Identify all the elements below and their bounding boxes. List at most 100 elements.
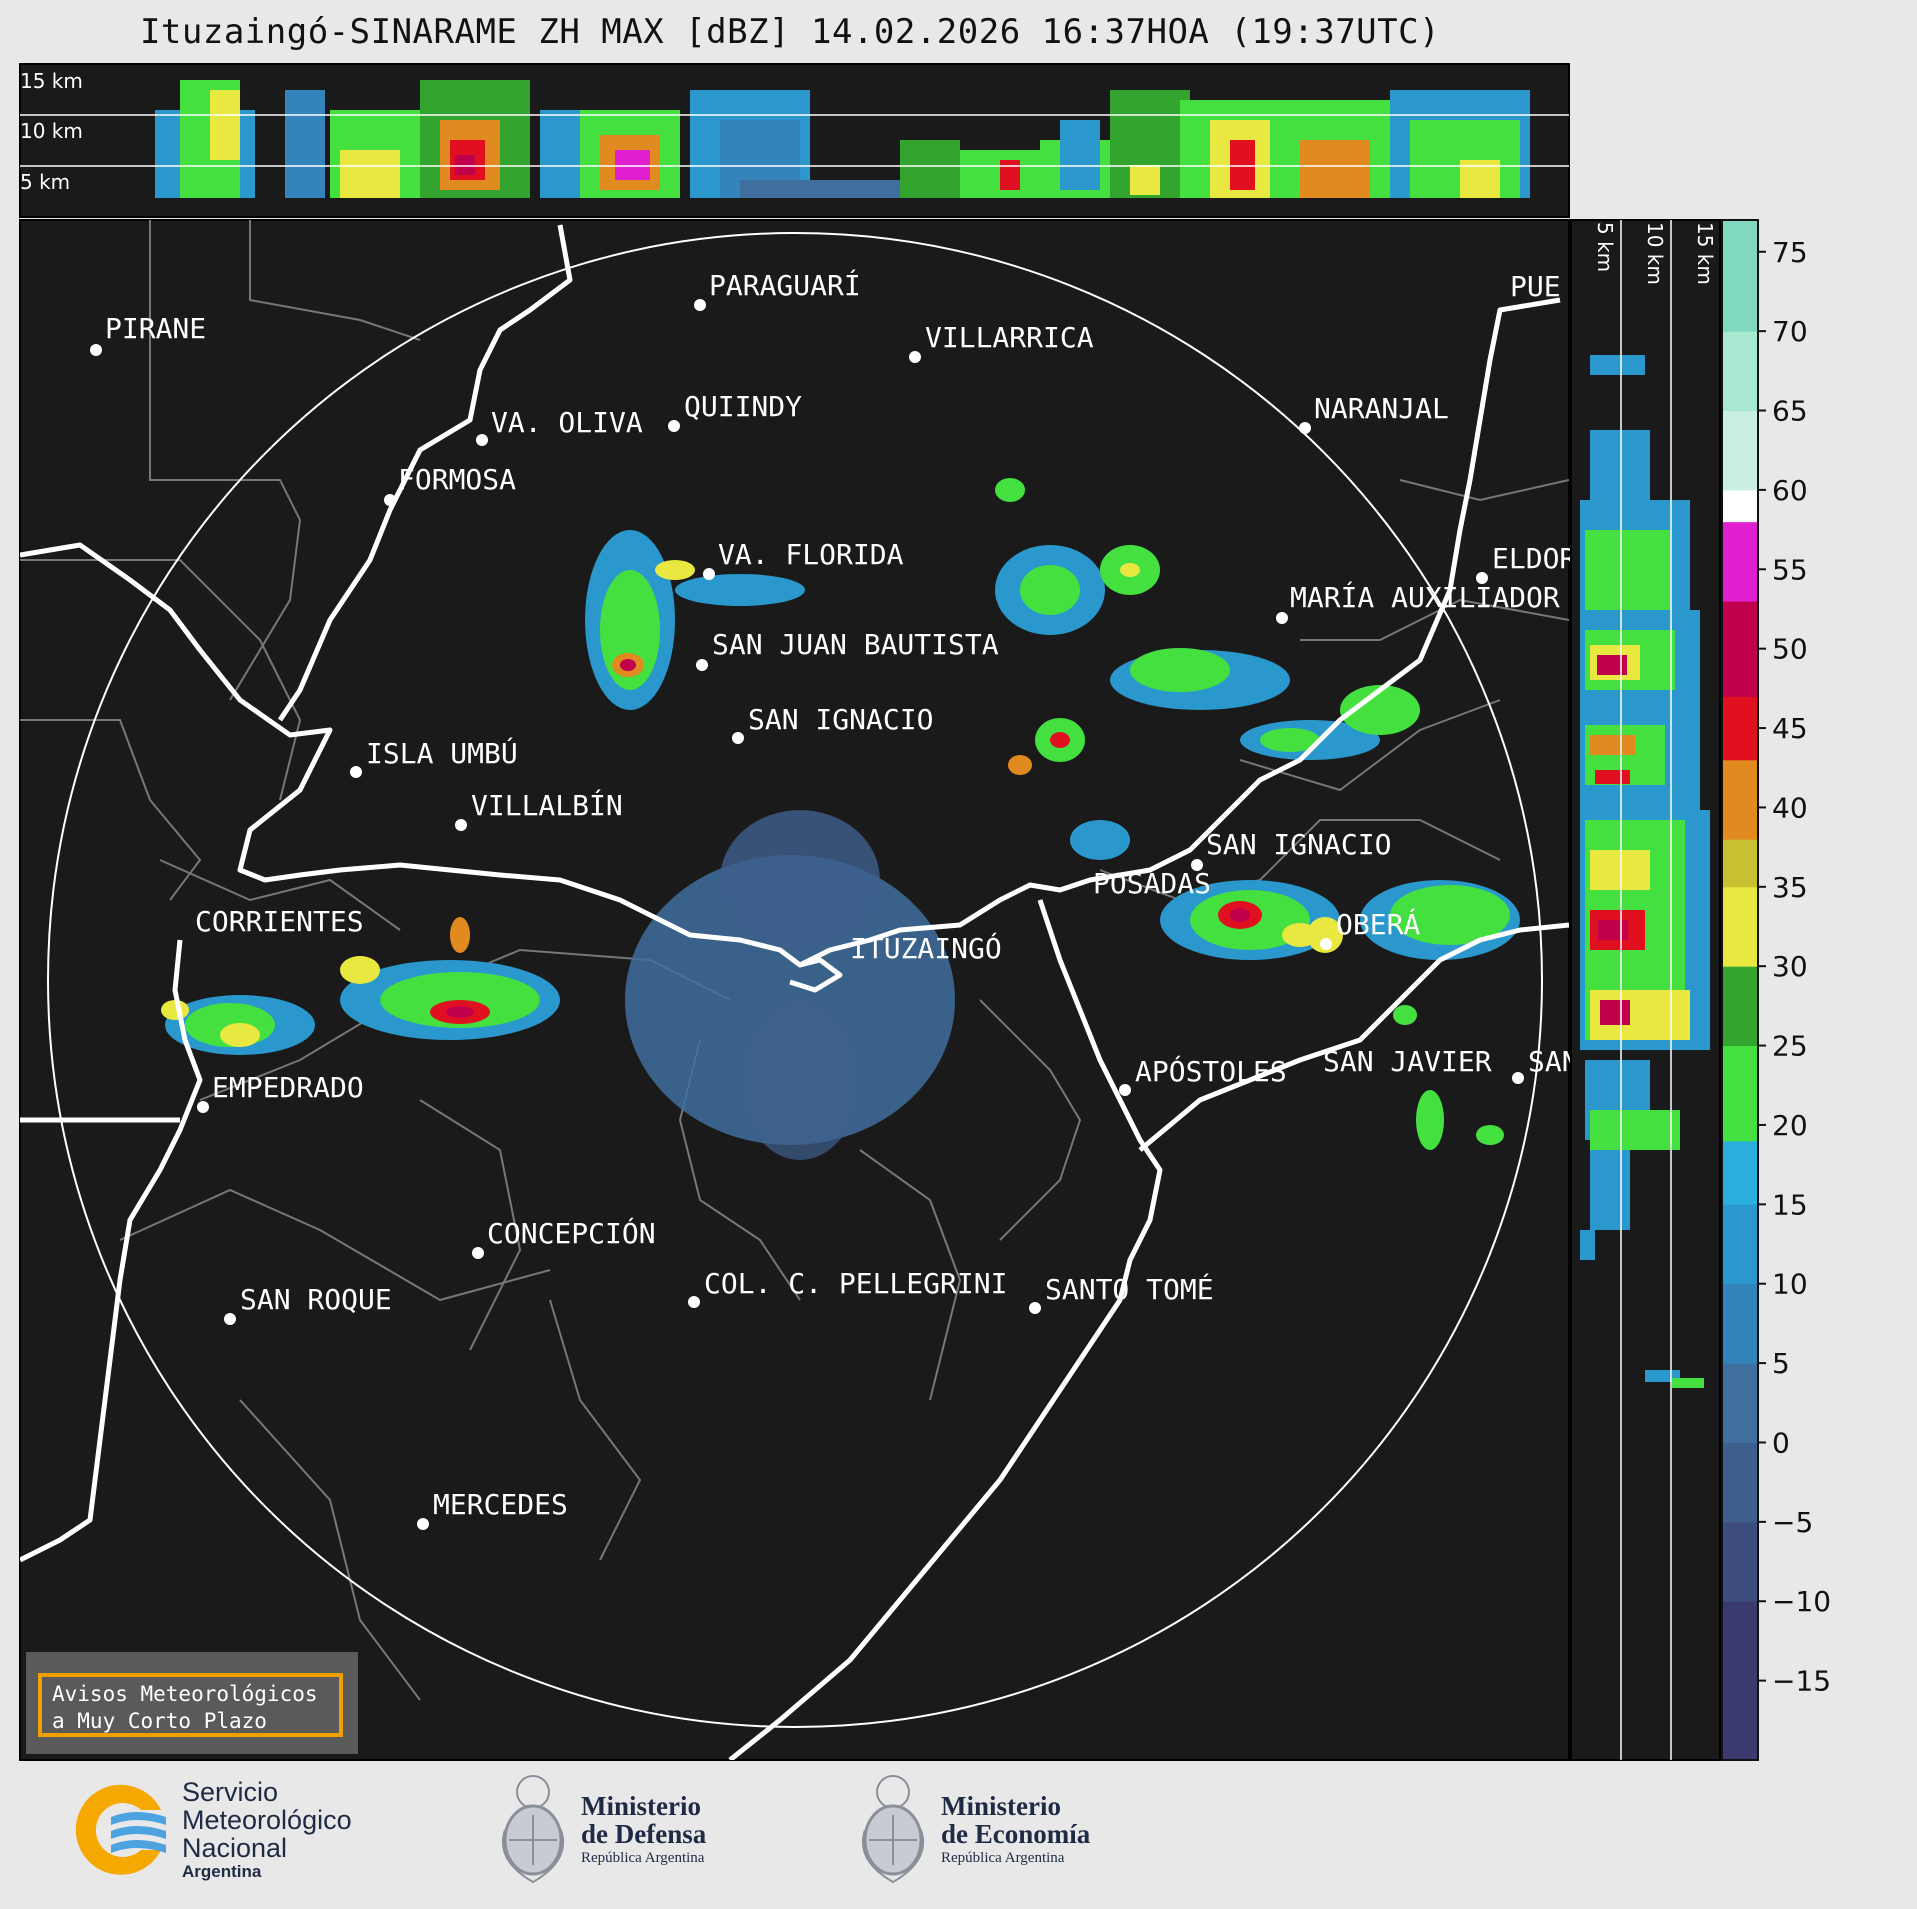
avisos-line-1: Avisos Meteorológicos — [52, 1682, 318, 1706]
radar-echo-field — [161, 478, 1520, 1160]
colorbar-band-3 — [1722, 1363, 1758, 1443]
place-label-pue: PUE — [1510, 270, 1561, 303]
place-label-eldor: ELDOR — [1492, 542, 1576, 575]
place-label-col-pellegrini: COL. C. PELLEGRINI — [704, 1267, 1007, 1300]
place-label-santo-tome: SANTO TOMÉ — [1045, 1272, 1214, 1306]
colorbar-tick-label: 20 — [1772, 1109, 1808, 1142]
colorbar-band-12 — [1722, 696, 1758, 761]
colorbar-band-11 — [1722, 759, 1758, 840]
colorbar-tick-label: 60 — [1772, 474, 1808, 507]
argentina-coat-of-arms-icon — [501, 1775, 565, 1884]
defensa-line-3: República Argentina — [581, 1850, 705, 1866]
avisos-line-2: a Muy Corto Plazo — [52, 1709, 267, 1733]
place-label-quiindy: QUIINDY — [684, 390, 802, 423]
economia-line-3: República Argentina — [941, 1850, 1065, 1866]
place-label-san-ignacio-ar: SAN IGNACIO — [1206, 828, 1391, 861]
side-km-label-10: 10 km — [1643, 222, 1667, 285]
place-label-naranjal: NARANJAL — [1314, 392, 1449, 425]
economia-line-1: Ministerio — [941, 1791, 1061, 1821]
colorbar-tick-label: 30 — [1772, 950, 1808, 983]
place-label-va-oliva: VA. OLIVA — [491, 406, 643, 439]
colorbar-tick-label: 55 — [1772, 553, 1808, 586]
top-km-label-15: 15 km — [20, 69, 83, 93]
colorbar-band-7 — [1722, 1045, 1758, 1142]
colorbar-band-14 — [1722, 521, 1758, 602]
side-km-label-5: 5 km — [1593, 222, 1617, 272]
colorbar-tick-label: 40 — [1772, 791, 1808, 824]
defensa-line-1: Ministerio — [581, 1791, 701, 1821]
map-title: Ituzaingó-SINARAME ZH MAX [dBZ] 14.02.20… — [139, 12, 1441, 52]
place-label-pirane: PIRANE — [105, 312, 206, 345]
colorbar-band-2 — [1722, 1442, 1758, 1523]
smn-logo-icon — [75, 1784, 166, 1875]
range-ring — [47, 232, 1543, 1728]
side-cross-section-panel: 5 km 10 km 15 km — [1570, 219, 1721, 1761]
admin-boundaries — [20, 220, 1569, 1701]
colorbar-band-18 — [1722, 220, 1758, 332]
colorbar-band-15 — [1722, 489, 1758, 523]
colorbar-band-17 — [1722, 331, 1758, 412]
side-km-label-15: 15 km — [1693, 222, 1717, 285]
top-cross-section-panel: 15 km 10 km 5 km — [19, 63, 1570, 218]
colorbar-tick-label: 50 — [1772, 633, 1808, 666]
colorbar-band-16 — [1722, 410, 1758, 491]
place-label-isla-umbu: ISLA UMBÚ — [366, 736, 518, 770]
defensa-line-2: de Defensa — [581, 1819, 707, 1849]
place-label-san-ignacio-py: SAN IGNACIO — [748, 703, 933, 736]
place-label-san-juan-bautista: SAN JUAN BAUTISTA — [712, 628, 999, 661]
place-label-villalbin: VILLALBÍN — [471, 788, 623, 822]
colorbar-band-10 — [1722, 839, 1758, 888]
colorbar-tick-label: −5 — [1772, 1506, 1813, 1539]
smn-line-1: Servicio — [182, 1777, 279, 1807]
colorbar-tick-label: 65 — [1772, 395, 1808, 428]
colorbar-tick-label: 75 — [1772, 236, 1808, 269]
place-label-apostoles: APÓSTOLES — [1135, 1054, 1287, 1088]
smn-line-3: Nacional — [182, 1833, 288, 1863]
place-label-va-florida: VA. FLORIDA — [718, 538, 904, 571]
place-label-villarrica: VILLARRICA — [925, 321, 1094, 354]
top-echo-field — [155, 80, 1530, 198]
place-label-obera: OBERÁ — [1336, 907, 1420, 941]
top-km-label-5: 5 km — [20, 170, 70, 194]
place-labels: PIRANE PARAGUARÍ VILLARRICA QUIINDY VA. … — [105, 268, 1579, 1521]
colorbar-band-6 — [1722, 1140, 1758, 1205]
place-markers — [90, 299, 1524, 1530]
avisos-box[interactable]: Avisos Meteorológicos a Muy Corto Plazo — [38, 1673, 343, 1737]
colorbar-band-1 — [1722, 1521, 1758, 1602]
colorbar-band-5 — [1722, 1204, 1758, 1285]
place-label-empedrado: EMPEDRADO — [212, 1071, 364, 1104]
place-label-posadas: POSADAS — [1093, 867, 1211, 900]
place-label-paraguari: PARAGUARÍ — [709, 268, 861, 302]
place-label-formosa: FORMOSA — [398, 463, 516, 496]
place-label-san-javier: SAN JAVIER — [1323, 1045, 1492, 1078]
radar-map-panel: PIRANE PARAGUARÍ VILLARRICA QUIINDY VA. … — [19, 219, 1579, 1761]
colorbar-tick-label: 5 — [1772, 1347, 1790, 1380]
place-label-mercedes: MERCEDES — [433, 1488, 568, 1521]
colorbar-tick-label: −15 — [1772, 1665, 1831, 1698]
place-label-concepcion: CONCEPCIÓN — [487, 1216, 656, 1250]
smn-line-4: Argentina — [182, 1862, 262, 1881]
smn-line-2: Meteorológico — [182, 1805, 352, 1835]
colorbar-tick-label: 45 — [1772, 712, 1808, 745]
top-km-label-10: 10 km — [20, 119, 83, 143]
place-label-san-roque: SAN ROQUE — [240, 1283, 392, 1316]
colorbar-swatches — [1722, 220, 1758, 1761]
place-label-ituzaingo: ITUZAINGÓ — [850, 931, 1002, 965]
smn-logo: Servicio Meteorológico Nacional Argentin… — [56, 1770, 352, 1890]
argentina-coat-of-arms-icon — [861, 1775, 925, 1884]
colorbar-tick-label: 35 — [1772, 871, 1808, 904]
place-label-maria-auxiliador: MARÍA AUXILIADOR — [1290, 580, 1560, 614]
economia-logo: Ministerio de Economía República Argenti… — [855, 1770, 1090, 1890]
colorbar-band-0 — [1722, 1601, 1758, 1761]
colorbar-tick-label: 15 — [1772, 1188, 1808, 1221]
place-label-corrientes: CORRIENTES — [195, 905, 364, 938]
colorbar-tick-label: −10 — [1772, 1585, 1831, 1618]
river-borders — [20, 224, 1569, 1760]
colorbar-tick-label: 10 — [1772, 1268, 1808, 1301]
colorbar-band-8 — [1722, 966, 1758, 1047]
colorbar-tick-label: 0 — [1772, 1426, 1790, 1459]
colorbar-band-4 — [1722, 1283, 1758, 1364]
